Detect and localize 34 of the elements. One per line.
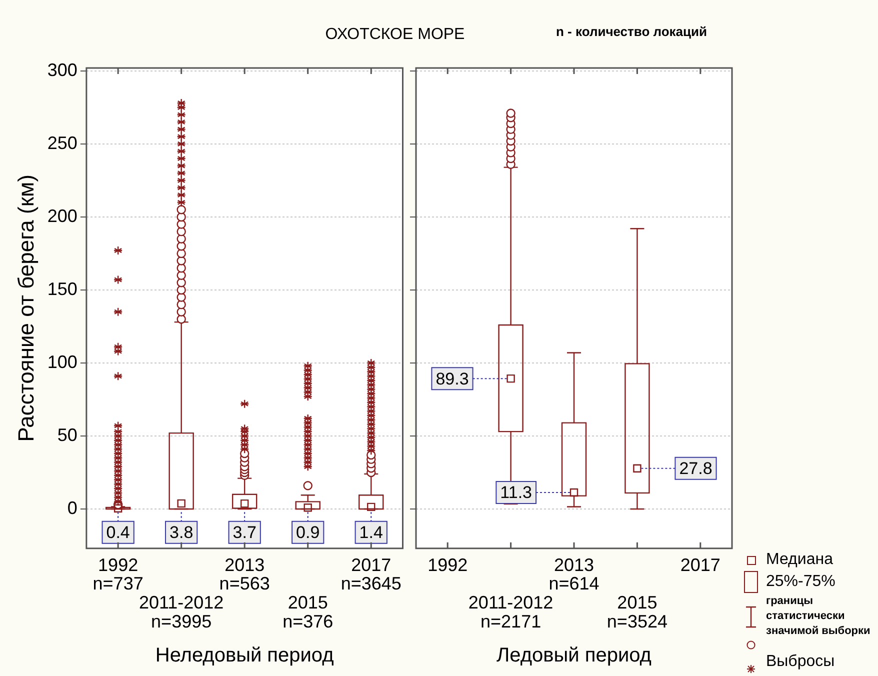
text: 3.8: [170, 523, 194, 542]
text: 3.7: [232, 523, 256, 542]
y-tick-label: 200: [47, 206, 78, 226]
x-tick-label: 2013 n=614: [548, 554, 600, 594]
x-axis-title: Ледовый период: [496, 644, 652, 667]
text: 1.4: [359, 523, 383, 542]
x-tick-label: 2015 n=3524: [606, 592, 668, 632]
text: 0.9: [296, 523, 320, 542]
x-tick-label: 1992 n=737: [92, 554, 144, 594]
y-tick-label: 150: [47, 278, 78, 299]
y-tick-label: 100: [47, 352, 78, 372]
text: 0.4: [106, 523, 130, 542]
y-tick-label: 0: [67, 498, 78, 518]
x-tick-label: 2017 n=3645: [340, 554, 402, 594]
x-tick-label: 2011-2012 n=3995: [138, 592, 224, 632]
y-tick-label: 250: [47, 132, 78, 153]
chart-title: ОХОТСКОЕ МОРЕ: [325, 26, 465, 43]
x-tick-label: 2011-2012 n=2171: [468, 592, 554, 632]
text: 25%-75%: [766, 572, 836, 592]
text: 27.8: [679, 459, 712, 478]
text: n - количество локаций: [556, 24, 708, 39]
text: границы статистически значимой выборки: [766, 594, 870, 639]
text: 11.3: [500, 483, 532, 502]
y-axis-title: Расстояние от берега (км): [13, 174, 38, 442]
x-tick-label: 2015 n=376: [282, 592, 334, 632]
x-tick-label: 1992: [428, 554, 468, 575]
y-tick-label: 50: [57, 424, 78, 445]
text: 89.3: [436, 369, 469, 388]
text: Медиана: [766, 550, 833, 570]
x-tick-label: 2013 n=563: [219, 554, 270, 594]
y-tick-label: 300: [47, 60, 78, 80]
x-axis-title: Неледовый период: [155, 644, 334, 667]
x-tick-label: 2017: [680, 554, 720, 575]
text: Выбросы: [766, 652, 835, 672]
